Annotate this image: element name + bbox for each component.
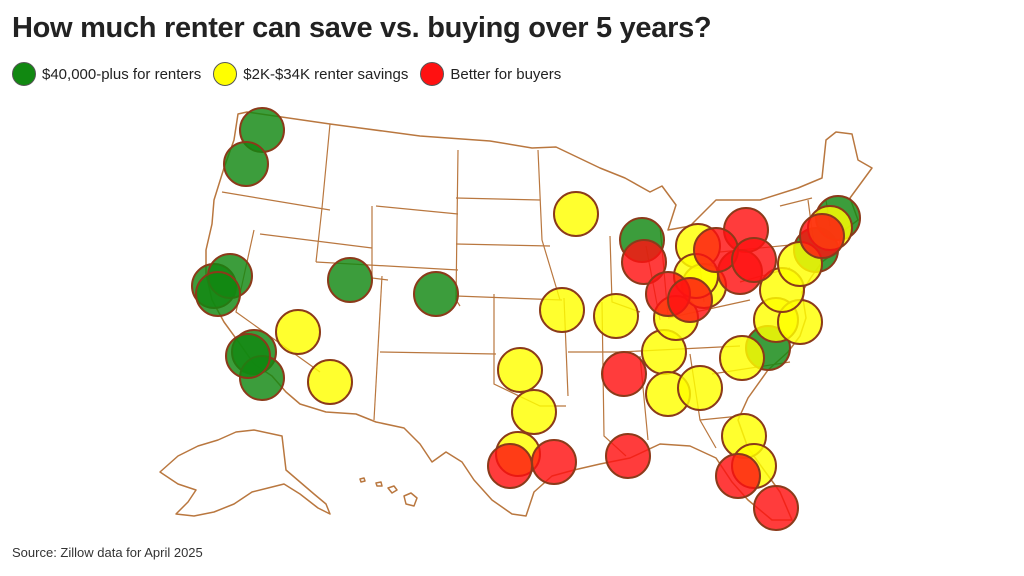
marker-renters-40k bbox=[195, 271, 241, 317]
marker-better-for-buyers bbox=[799, 213, 845, 259]
legend-item-renter-savings: $2K-$34K renter savings bbox=[213, 62, 408, 86]
marker-better-for-buyers bbox=[621, 239, 667, 285]
marker-better-for-buyers bbox=[605, 433, 651, 479]
marker-better-for-buyers bbox=[693, 227, 739, 273]
marker-renters-40k bbox=[225, 333, 271, 379]
hawaii-island bbox=[387, 485, 398, 494]
chart-title: How much renter can save vs. buying over… bbox=[12, 12, 712, 44]
hawaii-island bbox=[403, 492, 418, 507]
legend-label: Better for buyers bbox=[450, 65, 562, 83]
marker-renters-40k bbox=[223, 141, 269, 187]
marker-better-for-buyers bbox=[731, 237, 777, 283]
marker-renter-savings bbox=[553, 191, 599, 237]
marker-renters-40k bbox=[413, 271, 459, 317]
legend-swatch-red bbox=[420, 62, 445, 86]
marker-renter-savings bbox=[307, 359, 353, 405]
marker-renter-savings bbox=[539, 287, 585, 333]
marker-better-for-buyers bbox=[667, 277, 713, 323]
hawaii-island bbox=[375, 481, 383, 487]
marker-renter-savings bbox=[593, 293, 639, 339]
marker-renters-40k bbox=[327, 257, 373, 303]
markers-layer bbox=[191, 107, 861, 531]
legend-item-buyers: Better for buyers bbox=[420, 62, 561, 86]
hawaii-island bbox=[359, 477, 366, 483]
legend-item-renters-40k: $40,000-plus for renters bbox=[12, 62, 201, 86]
legend-label: $2K-$34K renter savings bbox=[243, 65, 409, 83]
alaska-outline bbox=[159, 429, 331, 517]
legend: $40,000-plus for renters $2K-$34K renter… bbox=[12, 62, 561, 86]
marker-renter-savings bbox=[511, 389, 557, 435]
marker-renter-savings bbox=[677, 365, 723, 411]
source-note: Source: Zillow data for April 2025 bbox=[12, 545, 203, 560]
marker-better-for-buyers bbox=[531, 439, 577, 485]
marker-renter-savings bbox=[497, 347, 543, 393]
marker-better-for-buyers bbox=[753, 485, 799, 531]
legend-label: $40,000-plus for renters bbox=[42, 65, 202, 83]
marker-better-for-buyers bbox=[715, 453, 761, 499]
marker-renter-savings bbox=[719, 335, 765, 381]
legend-swatch-green bbox=[12, 62, 36, 86]
legend-swatch-yellow bbox=[213, 62, 238, 86]
marker-better-for-buyers bbox=[601, 351, 647, 397]
marker-renter-savings bbox=[275, 309, 321, 355]
marker-better-for-buyers bbox=[487, 443, 533, 489]
